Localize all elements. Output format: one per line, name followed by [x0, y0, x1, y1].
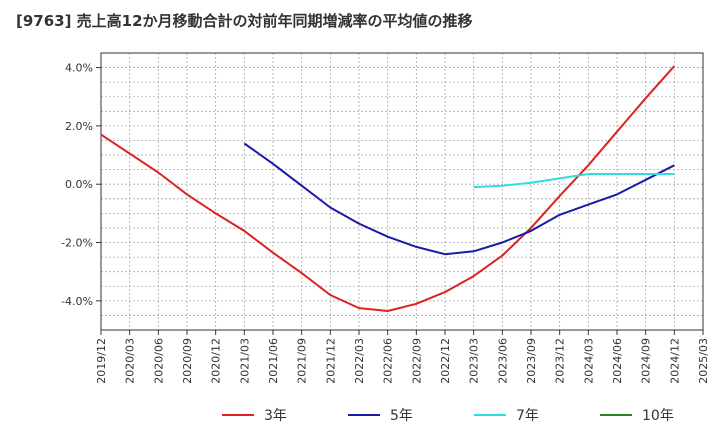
y-tick-label: 2.0%: [65, 120, 93, 133]
x-tick-label: 2021/03: [238, 338, 251, 384]
axes: [100, 52, 704, 331]
x-tick-label: 2024/03: [582, 338, 595, 384]
x-tick-labels: 2019/12 2020/03 2020/06 2020/09 2020/12 2021/…: [95, 330, 710, 384]
legend-label: 7年: [516, 408, 539, 424]
y-tick-label: 4.0%: [65, 62, 93, 75]
x-tick-label: 2022/06: [382, 338, 395, 384]
series-line-5年: [243, 142, 675, 256]
x-tick-label: 2020/12: [210, 338, 223, 384]
x-tick-label: 2022/12: [439, 338, 452, 384]
x-tick-label: 2021/09: [296, 338, 309, 384]
legend: 3年 5年 7年 10年: [222, 408, 674, 424]
x-tick-label: 2023/03: [468, 338, 481, 384]
x-tick-label: 2021/06: [267, 338, 280, 384]
series-lines: [100, 65, 676, 312]
x-tick-label: 2024/09: [640, 338, 653, 384]
x-tick-label: 2022/09: [410, 338, 423, 384]
x-tick-label: 2021/12: [324, 338, 337, 384]
x-tick-label: 2019/12: [95, 338, 108, 384]
x-tick-label: 2023/12: [554, 338, 567, 384]
x-tick-label: 2020/06: [152, 338, 165, 384]
x-tick-label: 2020/03: [124, 338, 137, 384]
x-tick-label: 2023/06: [496, 338, 509, 384]
legend-label: 3年: [264, 408, 287, 424]
x-tick-label: 2025/03: [697, 338, 710, 384]
y-tick-label: -4.0%: [61, 295, 93, 308]
chart-title: [9763] 売上高12か月移動合計の対前年同期増減率の平均値の推移: [16, 12, 473, 30]
x-tick-label: 2022/03: [353, 338, 366, 384]
legend-label: 5年: [390, 408, 413, 424]
x-tick-label: 2024/12: [668, 338, 681, 384]
x-tick-label: 2024/06: [611, 338, 624, 384]
plot-area: [101, 53, 703, 330]
legend-label: 10年: [642, 408, 674, 424]
y-tick-labels: 4.0% 2.0% 0.0% -2.0% -4.0%: [61, 62, 101, 308]
grid-lines: [100, 52, 704, 331]
x-tick-label: 2023/09: [525, 338, 538, 384]
x-tick-label: 2020/09: [181, 338, 194, 384]
y-tick-label: -2.0%: [61, 237, 93, 250]
y-tick-label: 0.0%: [65, 178, 93, 191]
series-line-7年: [473, 173, 675, 189]
plot-frame: [100, 52, 704, 331]
